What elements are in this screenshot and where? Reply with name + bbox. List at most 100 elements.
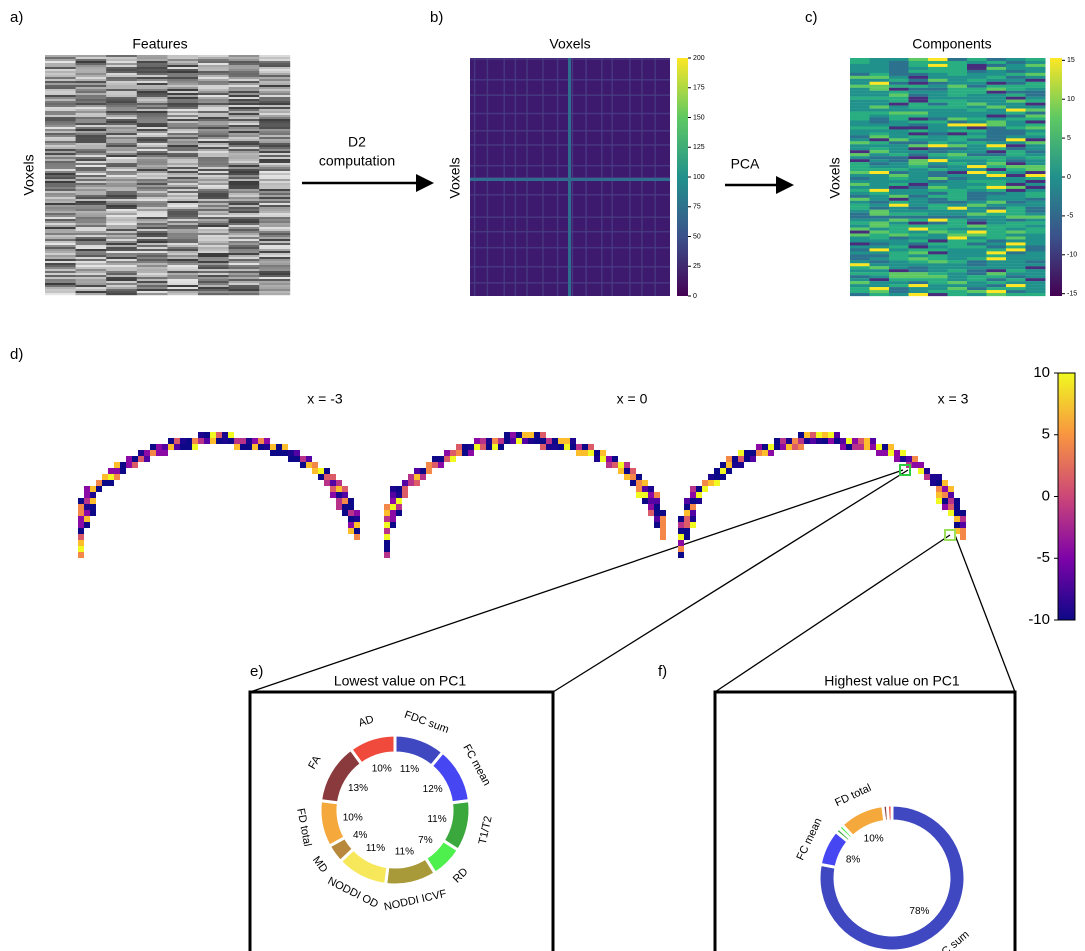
heat-cell — [45, 67, 76, 69]
heat-cell — [967, 156, 987, 159]
heat-cell — [198, 111, 229, 113]
heat-cell — [45, 129, 76, 131]
heat-cell — [259, 207, 290, 209]
heat-cell — [76, 93, 107, 95]
heat-cell — [137, 279, 168, 281]
heat-cell — [909, 123, 929, 126]
voxel — [594, 450, 600, 456]
heat-cell — [889, 91, 909, 94]
heat-cell — [198, 59, 229, 61]
data-label: 11% — [395, 847, 414, 858]
heat-cell — [76, 215, 107, 217]
heat-cell — [229, 221, 260, 223]
heat-cell — [987, 64, 1007, 67]
slice-label: x = 3 — [938, 391, 969, 407]
heat-cell — [1026, 70, 1046, 73]
heat-cell — [948, 213, 968, 216]
heat-cell — [167, 269, 198, 271]
voxel — [336, 486, 342, 492]
heat-cell — [229, 55, 260, 57]
heat-cell — [106, 289, 137, 291]
heat-cell — [967, 103, 987, 106]
heat-cell — [76, 55, 107, 57]
heat-cell — [948, 198, 968, 201]
heat-cell — [1006, 251, 1026, 254]
heat-cell — [106, 145, 137, 147]
heat-cell — [106, 89, 137, 91]
voxel — [546, 438, 552, 444]
heat-cell — [928, 64, 948, 67]
heat-cell — [1026, 58, 1046, 61]
heat-cell — [948, 85, 968, 88]
voxel — [690, 498, 696, 504]
voxel — [312, 468, 318, 474]
heat-cell — [229, 167, 260, 169]
heat-cell — [850, 147, 870, 150]
voxel — [354, 534, 360, 540]
heat-cell — [889, 248, 909, 251]
heat-cell — [45, 249, 76, 251]
voxel — [960, 534, 966, 540]
voxel — [738, 450, 744, 456]
heat-cell — [909, 141, 929, 144]
heat-cell — [909, 61, 929, 64]
heat-cell — [870, 141, 890, 144]
colorbar — [1050, 58, 1062, 296]
heat-cell — [889, 180, 909, 183]
heat-cell — [1006, 58, 1026, 61]
heat-cell — [967, 100, 987, 103]
heat-cell — [167, 115, 198, 117]
heat-cell — [45, 221, 76, 223]
heat-cell — [198, 139, 229, 141]
voxel — [942, 498, 948, 504]
heat-cell — [106, 183, 137, 185]
arrow-label: computation — [319, 153, 395, 169]
voxel — [642, 492, 648, 498]
heat-cell — [870, 120, 890, 123]
heat-cell — [137, 247, 168, 249]
heat-cell — [948, 269, 968, 272]
heat-cell — [948, 290, 968, 293]
heat-cell — [229, 191, 260, 193]
heat-cell — [137, 77, 168, 79]
voxel — [390, 498, 396, 504]
heat-cell — [259, 189, 290, 191]
voxel — [312, 462, 318, 468]
heat-cell — [45, 105, 76, 107]
heat-cell — [870, 123, 890, 126]
heat-cell — [45, 87, 76, 89]
heat-cell — [106, 173, 137, 175]
heat-cell — [259, 221, 290, 223]
voxel — [648, 504, 654, 510]
heat-cell — [259, 89, 290, 91]
voxel — [498, 444, 504, 450]
heat-cell — [45, 63, 76, 65]
heat-cell — [948, 284, 968, 287]
heat-cell — [198, 251, 229, 253]
heat-cell — [198, 91, 229, 93]
voxel — [882, 444, 888, 450]
heat-cell — [45, 145, 76, 147]
heat-cell — [259, 259, 290, 261]
heat-cell — [948, 177, 968, 180]
heat-cell — [76, 241, 107, 243]
heat-cell — [967, 88, 987, 91]
heat-band — [487, 58, 489, 296]
voxel — [84, 486, 90, 492]
heat-cell — [229, 179, 260, 181]
heat-cell — [76, 133, 107, 135]
heat-cell — [1026, 180, 1046, 183]
heat-cell — [987, 156, 1007, 159]
heat-cell — [259, 111, 290, 113]
heat-cell — [137, 151, 168, 153]
heat-cell — [889, 100, 909, 103]
heat-cell — [967, 290, 987, 293]
voxel — [342, 492, 348, 498]
heat-cell — [850, 103, 870, 106]
heat-cell — [198, 275, 229, 277]
heat-cell — [45, 195, 76, 197]
heat-cell — [967, 278, 987, 281]
heat-cell — [870, 213, 890, 216]
heat-cell — [948, 109, 968, 112]
heat-cell — [948, 141, 968, 144]
